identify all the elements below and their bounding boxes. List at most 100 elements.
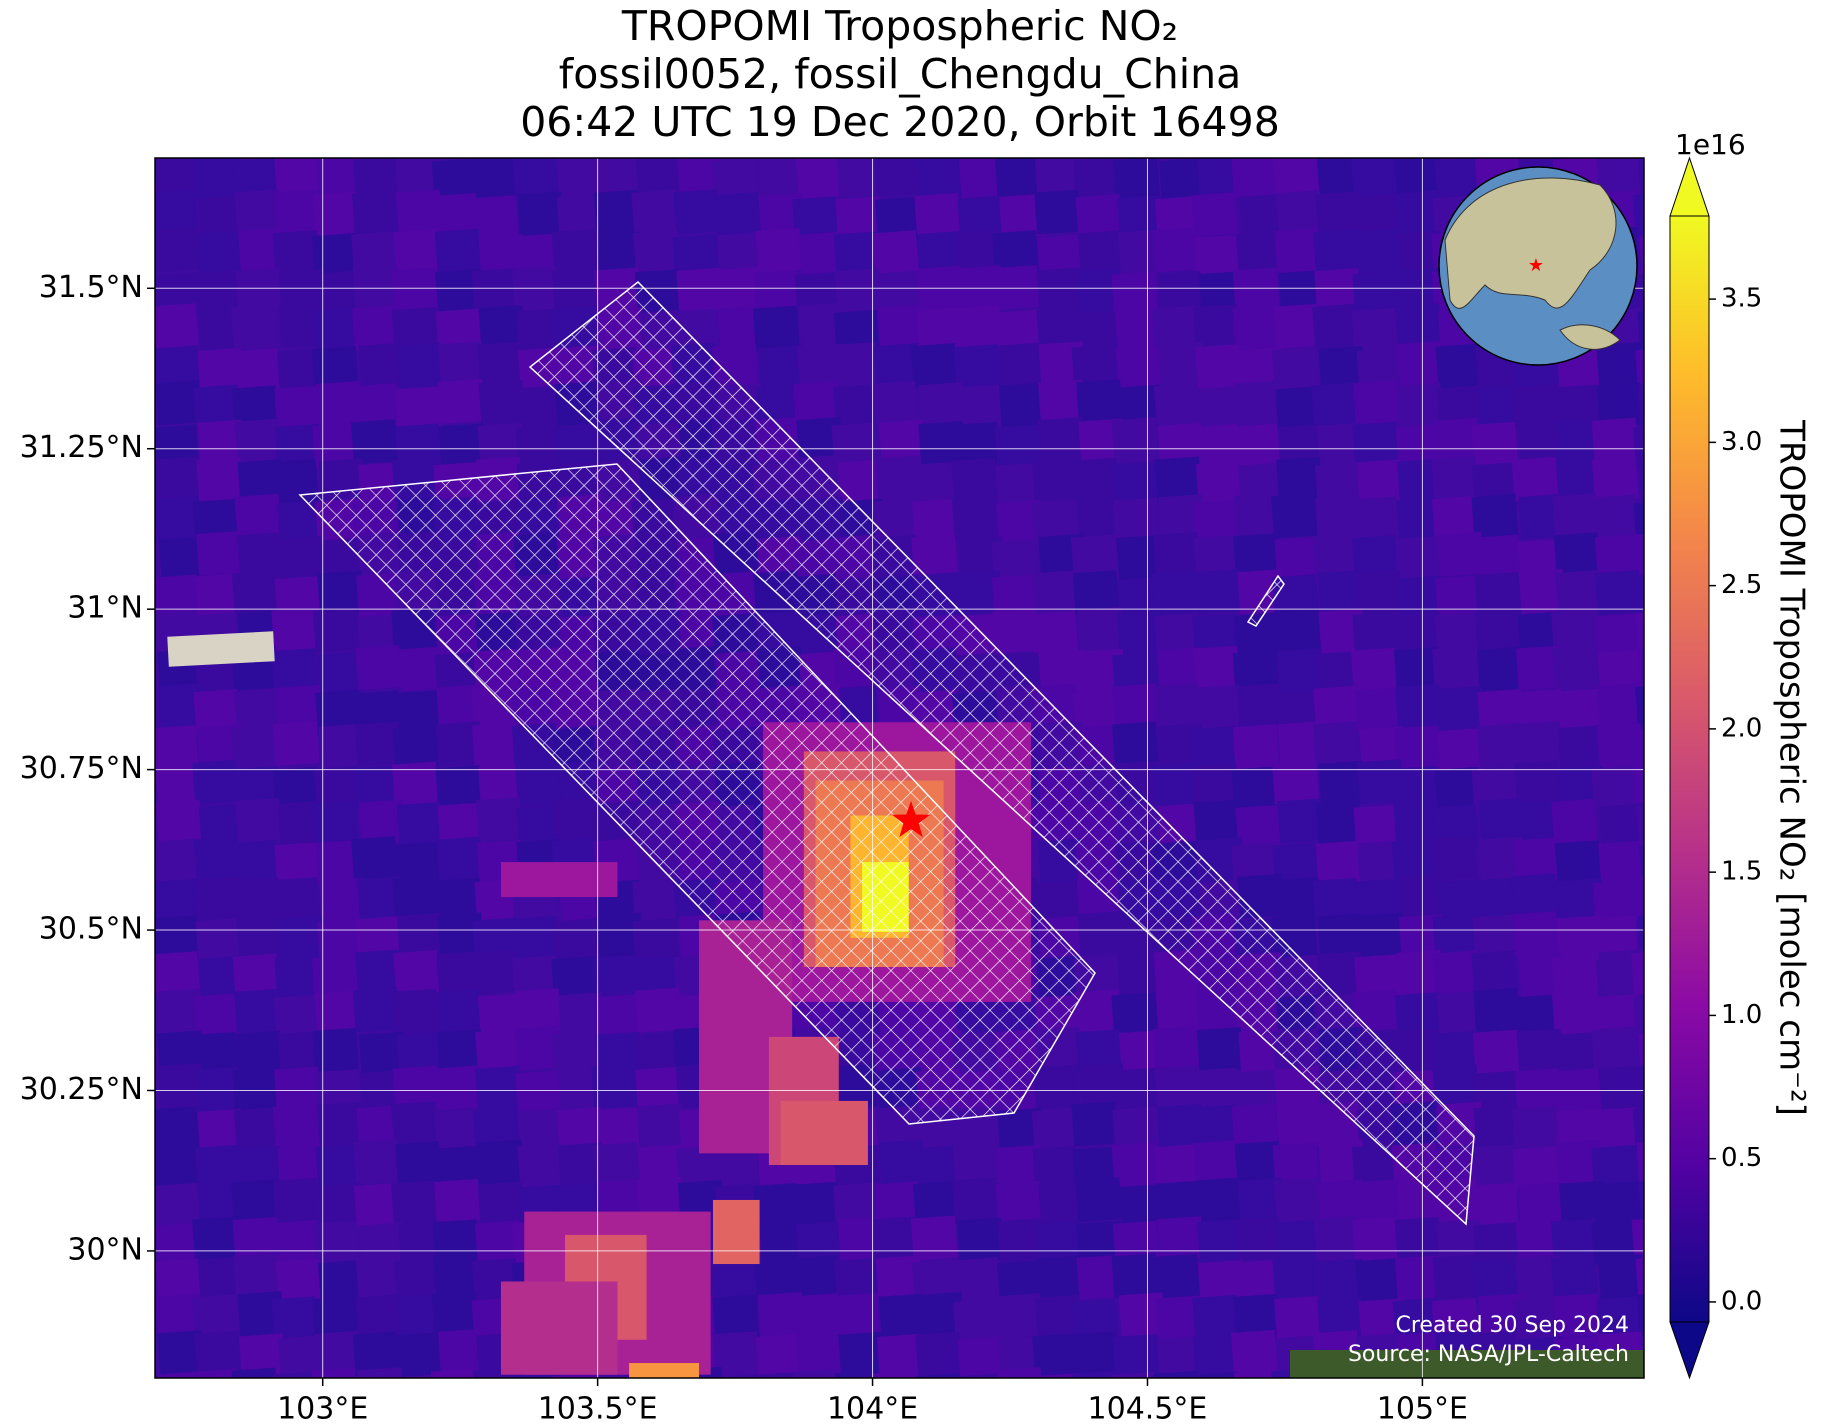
tile [1311, 382, 1358, 428]
tile [353, 1182, 401, 1228]
tile [1273, 303, 1321, 349]
tile [1396, 340, 1444, 386]
tile [835, 196, 883, 242]
tile [230, 304, 278, 350]
y-tick-label: 31.25°N [20, 430, 143, 465]
tile [271, 1296, 319, 1342]
tile [1352, 611, 1400, 657]
tile [354, 721, 402, 767]
tile [1351, 307, 1399, 353]
tile [1194, 535, 1241, 581]
tile [274, 385, 322, 431]
tile [351, 419, 398, 465]
tile [1551, 954, 1599, 1000]
tile [276, 348, 324, 394]
colorbar [1670, 216, 1709, 1322]
tile [752, 305, 800, 351]
tile [193, 269, 241, 315]
tile [1277, 721, 1325, 767]
tile [1596, 341, 1644, 387]
tile [276, 684, 323, 730]
tile [158, 683, 205, 729]
tile [435, 269, 483, 315]
colorbar-extend-top [1669, 156, 1710, 217]
tile [155, 760, 202, 806]
tile [155, 227, 201, 273]
tile [1318, 1259, 1366, 1305]
tile [911, 498, 959, 544]
tile [1317, 913, 1365, 959]
tile [1357, 759, 1404, 805]
tile [796, 1330, 843, 1376]
tile [1472, 1070, 1519, 1116]
tile [917, 1291, 965, 1337]
tile [1031, 499, 1079, 545]
tile [391, 1374, 439, 1378]
tile [1076, 607, 1124, 653]
tile [312, 423, 360, 469]
tile [1153, 383, 1201, 429]
tile [556, 158, 604, 199]
tile [1074, 989, 1122, 1035]
tile [1155, 1295, 1203, 1341]
tile [1351, 535, 1399, 581]
tile [1396, 382, 1444, 428]
tile [1515, 1217, 1563, 1263]
colorbar-label: TROPOMI Tropospheric NO₂ [molec cm⁻²] [1772, 419, 1812, 1116]
tile [274, 189, 322, 235]
tile [1511, 873, 1559, 919]
tile [1352, 271, 1400, 317]
tile [1596, 382, 1644, 428]
tile [1316, 651, 1364, 697]
tile [352, 383, 400, 428]
tile [1318, 570, 1366, 616]
tile [1591, 456, 1639, 502]
tile [1355, 1258, 1403, 1304]
tile [1316, 951, 1364, 997]
tile [1552, 493, 1600, 539]
tile [1154, 456, 1202, 502]
tile [315, 380, 363, 426]
tile [1313, 685, 1361, 731]
tile [155, 1182, 200, 1228]
globe-inset [1438, 166, 1638, 366]
tile [1478, 836, 1526, 882]
x-tick-label: 103.5°E [538, 1392, 658, 1424]
tile [594, 993, 642, 1039]
tile [1393, 647, 1441, 693]
tile [234, 877, 281, 923]
tile [352, 765, 400, 811]
tile [1473, 987, 1521, 1033]
tile [1393, 725, 1441, 771]
tile [673, 189, 720, 235]
tile [1032, 1145, 1080, 1191]
tile [155, 1222, 203, 1268]
tile [912, 461, 960, 507]
tile [1192, 304, 1240, 350]
tile [435, 765, 483, 811]
y-tick-label: 30.25°N [20, 1072, 143, 1107]
y-tick-label: 31°N [67, 591, 143, 626]
tile [435, 308, 483, 354]
colorbar-tick-label: 2.5 [1721, 570, 1762, 600]
tile [159, 536, 206, 582]
tile [1358, 192, 1406, 238]
tile [155, 1106, 200, 1152]
tile [758, 158, 805, 200]
tile [557, 992, 605, 1038]
tile [1155, 1180, 1203, 1226]
tile [1512, 1146, 1560, 1192]
tile [1431, 456, 1479, 502]
tile [277, 536, 325, 582]
tile [1597, 1254, 1644, 1300]
tile [1592, 880, 1640, 925]
tile [1194, 234, 1241, 280]
tile [1472, 914, 1519, 960]
tile [1031, 1108, 1079, 1154]
tile [314, 765, 362, 811]
tile [1515, 800, 1562, 846]
tile [1037, 234, 1085, 280]
tile [351, 190, 399, 236]
tile [1038, 1179, 1086, 1225]
tile [197, 419, 245, 465]
